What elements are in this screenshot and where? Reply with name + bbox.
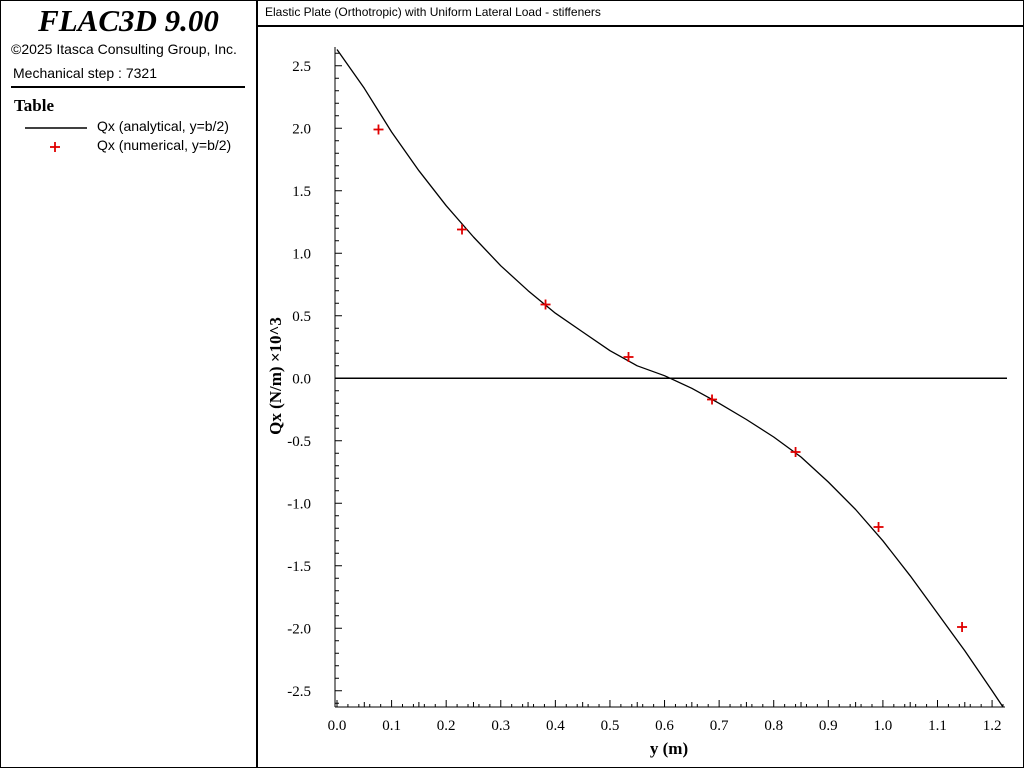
data-point-numerical (457, 224, 468, 235)
step-counter: Mechanical step : 7321 (13, 65, 157, 81)
x-tick-label: 1.2 (983, 718, 1002, 734)
data-point-numerical (373, 124, 384, 135)
data-point-numerical (790, 447, 801, 457)
y-tick-label: -1.5 (287, 559, 311, 575)
x-tick-label: 1.0 (874, 718, 893, 734)
app-title: FLAC3D 9.00 (38, 3, 219, 38)
y-tick-label: 1.5 (292, 184, 311, 200)
y-tick-label: 2.5 (292, 59, 311, 75)
x-tick-label: 0.1 (382, 718, 401, 734)
legend-line-swatch (25, 127, 87, 129)
x-tick-label: 0.9 (819, 718, 838, 734)
legend-entry-numerical: Qx (numerical, y=b/2) (1, 137, 256, 155)
x-tick-label: 0.2 (437, 718, 456, 734)
y-tick-label: 0.5 (292, 309, 311, 325)
legend-cross-swatch (50, 142, 60, 152)
x-tick-label: 0.0 (328, 718, 347, 734)
legend-label-analytical: Qx (analytical, y=b/2) (97, 118, 229, 134)
y-tick-label: -2.5 (287, 684, 311, 700)
x-tick-label: 0.4 (546, 718, 565, 734)
y-tick-label: -2.0 (287, 621, 311, 637)
x-tick-label: 0.3 (491, 718, 510, 734)
x-tick-label: 0.5 (601, 718, 620, 734)
plot-title: Elastic Plate (Orthotropic) with Uniform… (265, 5, 601, 19)
y-tick-label: 0.0 (292, 371, 311, 387)
series-line-analytical (336, 49, 1004, 708)
x-axis-label: y (m) (650, 739, 688, 758)
data-point-numerical (540, 299, 551, 310)
legend-heading: Table (14, 96, 55, 115)
plot-title-bar: Elastic Plate (Orthotropic) with Uniform… (258, 1, 1023, 27)
legend-label-numerical: Qx (numerical, y=b/2) (97, 137, 232, 153)
x-tick-label: 1.1 (928, 718, 947, 734)
legend-divider (11, 86, 245, 88)
x-tick-label: 0.8 (764, 718, 783, 734)
legend-entry-analytical: Qx (analytical, y=b/2) (1, 118, 256, 136)
y-tick-label: 1.0 (292, 246, 311, 262)
y-tick-label: 2.0 (292, 121, 311, 137)
y-axis-label: Qx (N/m) ×10^3 (266, 317, 285, 435)
data-point-numerical (707, 394, 718, 405)
data-point-numerical (957, 622, 968, 632)
x-tick-label: 0.7 (710, 718, 729, 734)
legend-panel: FLAC3D 9.00 ©2025 Itasca Consulting Grou… (1, 1, 258, 767)
copyright-text: ©2025 Itasca Consulting Group, Inc. (11, 41, 237, 57)
x-tick-label: 0.6 (655, 718, 674, 734)
y-tick-label: -0.5 (287, 434, 311, 450)
data-point-numerical (623, 352, 634, 362)
y-tick-label: -1.0 (287, 496, 311, 512)
data-point-numerical (873, 522, 884, 532)
